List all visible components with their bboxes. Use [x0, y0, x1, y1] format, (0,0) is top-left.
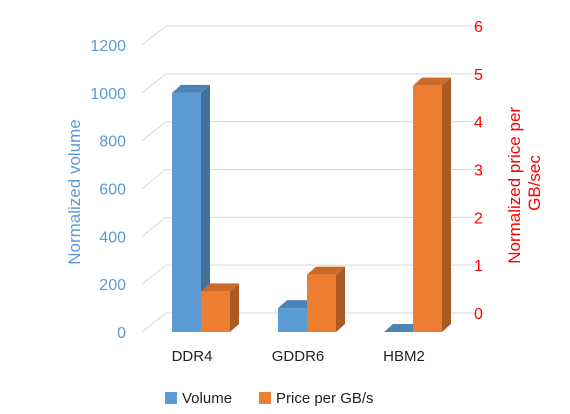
y-tick-label-left: 1200	[90, 38, 126, 55]
bar-top	[307, 266, 345, 275]
gridline-diagonal	[141, 25, 167, 46]
y-tick-label-right: 3	[474, 163, 483, 180]
bar-top	[413, 77, 451, 86]
left-axis-ticks: 0 200 400 600 800 1000 1200	[90, 38, 126, 342]
legend-swatch	[165, 392, 177, 404]
gridline-diagonal	[141, 216, 167, 237]
y-tick-label-right: 6	[474, 19, 483, 36]
x-axis-ticks: DDR4 GDDR6 HBM2	[172, 348, 425, 365]
gridline-diagonal	[141, 169, 167, 189]
gridline-diagonal	[141, 312, 167, 333]
bar-side	[336, 266, 345, 332]
right-axis-ticks: 0 1 2 3 4 5 6	[474, 19, 483, 323]
y-tick-label-left: 1000	[90, 86, 126, 103]
bar-front	[172, 92, 201, 332]
y-tick-label-left: 200	[99, 277, 126, 294]
bar-price-per-gb-s-ddr4	[201, 283, 239, 332]
y-tick-label-right: 5	[474, 67, 483, 84]
y-axis-title-left: Normalized volume	[65, 119, 84, 265]
bar-front	[413, 85, 442, 333]
y-tick-label-right: 2	[474, 210, 483, 227]
bar-top	[201, 283, 239, 292]
bar-side	[201, 84, 210, 332]
y-tick-label-right: 1	[474, 258, 483, 275]
x-tick-label: HBM2	[383, 348, 425, 365]
bar-side	[442, 77, 451, 333]
y-tick-label-left: 600	[99, 182, 126, 199]
y-axis-title-right: Normalized price per GB/sec	[505, 102, 544, 264]
legend-label: Volume	[182, 390, 232, 407]
y-axis-title-right-line-1: Normalized price per	[505, 107, 524, 264]
bar-front	[278, 308, 307, 332]
gridline-diagonal	[141, 264, 167, 285]
gridline-diagonal	[141, 73, 167, 94]
y-tick-label-right: 4	[474, 115, 483, 132]
gridline-diagonal	[141, 121, 167, 142]
y-tick-label-right: 0	[474, 306, 483, 323]
x-tick-label: GDDR6	[272, 348, 325, 365]
bar-front	[307, 274, 336, 332]
legend: Volume Price per GB/s	[165, 390, 374, 407]
y-tick-label-left: 400	[99, 229, 126, 246]
bar-top	[172, 84, 210, 93]
bar-front	[201, 291, 230, 332]
legend-label: Price per GB/s	[276, 390, 374, 407]
bar-price-per-gb-s-gddr6	[307, 266, 345, 332]
bar-top	[384, 324, 422, 332]
x-tick-label: DDR4	[172, 348, 213, 365]
bar-group	[172, 77, 451, 333]
bar-side	[230, 283, 239, 332]
y-axis-title-right-line-2: GB/sec	[525, 155, 544, 211]
bar-volume-ddr4	[172, 84, 210, 332]
bar-volume-hbm2	[384, 324, 422, 332]
bar-price-per-gb-s-hbm2	[413, 77, 451, 333]
y-tick-label-left: 800	[99, 134, 126, 151]
bar-top	[278, 300, 316, 309]
y-tick-label-left: 0	[117, 325, 126, 342]
legend-swatch	[259, 392, 271, 404]
